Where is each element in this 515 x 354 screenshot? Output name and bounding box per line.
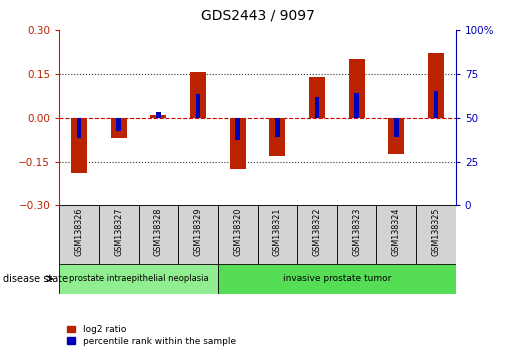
Bar [235,118,240,139]
Text: GSM138323: GSM138323 [352,207,361,256]
Bar [218,264,456,294]
Bar [230,118,246,169]
Bar [269,118,285,156]
Bar [59,205,99,264]
Text: GSM138328: GSM138328 [154,207,163,256]
Text: disease state: disease state [3,274,67,284]
Bar [434,91,438,118]
Bar [178,205,218,264]
Bar [388,118,404,154]
Text: GSM138325: GSM138325 [432,207,440,256]
Bar [77,118,81,138]
Bar [376,205,416,264]
Legend: log2 ratio, percentile rank within the sample: log2 ratio, percentile rank within the s… [64,321,239,349]
Text: GSM138329: GSM138329 [194,207,202,256]
Text: GSM138322: GSM138322 [313,207,321,256]
Bar [258,205,297,264]
Bar [190,73,206,118]
Bar [116,118,121,131]
Bar [349,59,365,118]
Bar [150,115,166,118]
Bar [337,205,376,264]
Text: GSM138327: GSM138327 [114,207,123,256]
Bar [315,97,319,118]
Text: GSM138320: GSM138320 [233,207,242,256]
Text: GSM138321: GSM138321 [273,207,282,256]
Bar [111,118,127,138]
Bar [394,118,399,137]
Bar [354,93,359,118]
Bar [416,205,456,264]
Bar [218,205,258,264]
Text: GDS2443 / 9097: GDS2443 / 9097 [200,9,315,23]
Bar [59,264,218,294]
Bar [297,205,337,264]
Bar [309,77,325,118]
Text: invasive prostate tumor: invasive prostate tumor [283,274,391,283]
Bar [275,118,280,137]
Text: GSM138324: GSM138324 [392,207,401,256]
Bar [99,205,139,264]
Text: GSM138326: GSM138326 [75,207,83,256]
Bar [139,205,178,264]
Bar [196,95,200,118]
Bar [71,118,87,173]
Bar [156,112,161,118]
Bar [428,53,444,118]
Text: prostate intraepithelial neoplasia: prostate intraepithelial neoplasia [68,274,209,283]
